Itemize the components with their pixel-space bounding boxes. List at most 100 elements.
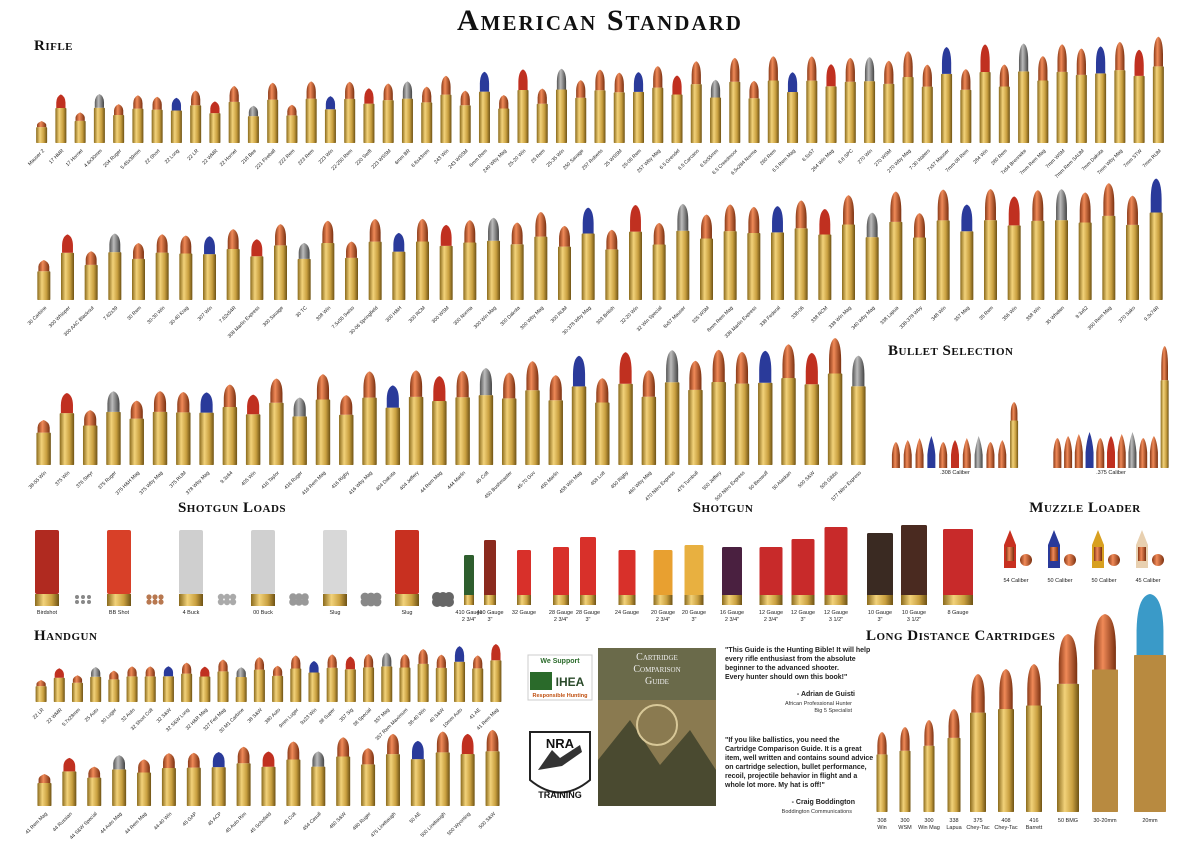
cartridge-case: [825, 86, 837, 143]
cartridge-case: [842, 224, 855, 300]
caption: 28 Gauge: [549, 610, 573, 616]
cartridge-case: [1102, 215, 1116, 300]
cartridge-case: [960, 89, 972, 143]
bullet: [1117, 434, 1126, 468]
shot: [146, 599, 152, 605]
cartridge-case: [923, 745, 935, 812]
caption: 2 3/4": [725, 617, 739, 623]
section-heading: Muzzle Loader: [1029, 500, 1141, 516]
cartridge-bullet: [156, 234, 168, 253]
cartridge-case: [536, 103, 548, 143]
cartridge-case: [548, 400, 563, 465]
bullet: [998, 440, 1007, 468]
cartridge-case: [594, 90, 606, 143]
section-heading: Handgun: [34, 628, 97, 644]
cartridge-case: [758, 382, 773, 465]
cartridge-bullet: [400, 654, 410, 668]
caption: 20 Gauge: [651, 610, 675, 616]
cartridge-bullet: [312, 751, 325, 767]
cartridge-case: [144, 676, 156, 702]
cartridge-bullet: [914, 213, 925, 238]
cartridge-bullet: [503, 372, 516, 399]
caption: 20mm: [1142, 818, 1158, 824]
cartridge-bullet: [852, 355, 865, 387]
cartridge-case: [970, 712, 986, 812]
cartridge-bullet: [619, 352, 632, 384]
cartridge-bullet: [787, 72, 798, 93]
cartridge-bullet: [606, 229, 618, 250]
cartridge-bullet: [1115, 41, 1125, 71]
cartridge-bullet: [345, 81, 355, 99]
shell-head: [323, 594, 347, 606]
cartridge-case: [226, 248, 240, 300]
section-heading: Bullet Selection: [888, 343, 1013, 359]
cartridge-bullet: [109, 670, 119, 680]
caption: Chey-Tac: [966, 825, 989, 831]
caption: 12 Gauge: [824, 610, 848, 616]
bullet: [903, 440, 912, 468]
cartridge-case: [534, 236, 548, 300]
cartridge-bullet: [1127, 195, 1138, 225]
caption: Win: [877, 825, 886, 831]
cartridge-case: [439, 245, 453, 300]
caption: Chey-Tac: [994, 825, 1017, 831]
cartridge-bullet: [163, 666, 174, 677]
cartridge-bullet: [309, 661, 319, 673]
shell: [35, 530, 59, 594]
cartridge-case: [641, 396, 657, 465]
cartridge-case: [844, 81, 856, 143]
book-title: Comparison: [633, 664, 680, 675]
shot: [289, 593, 297, 601]
cartridge-bullet: [689, 360, 702, 390]
cartridge-bullet: [91, 666, 101, 677]
cartridge-case: [571, 386, 587, 465]
caption: 30-20mm: [1093, 818, 1117, 824]
cartridge-bullet: [1079, 192, 1091, 223]
cartridge-case: [179, 253, 193, 300]
shell-head: [722, 595, 742, 605]
quote-line: "This Guide is the Hunting Bible! It wil…: [725, 647, 870, 654]
cartridge-case: [161, 767, 176, 806]
shot: [229, 593, 237, 601]
cartridge-bullet: [133, 95, 143, 109]
shell-head: [653, 595, 673, 605]
shell-head: [618, 595, 636, 605]
caption: 338: [949, 818, 958, 824]
cartridge-case: [998, 709, 1014, 812]
cartridge-case: [851, 386, 866, 465]
cartridge-bullet: [56, 94, 66, 108]
logo-text: NRA: [546, 736, 575, 751]
cartridge-case: [913, 237, 926, 300]
cartridge-bullet: [900, 727, 910, 751]
cartridge-case: [344, 669, 356, 702]
cartridge-case: [889, 221, 903, 300]
cartridge-case: [806, 80, 818, 143]
cartridge-bullet: [1136, 594, 1164, 656]
cartridge-case: [401, 98, 413, 143]
cartridge-case: [804, 384, 820, 465]
cartridge-bullet: [191, 90, 201, 106]
cartridge-case: [113, 114, 125, 143]
cartridge-case: [690, 84, 702, 143]
cartridge-case: [432, 401, 447, 465]
cartridge-bullet: [1027, 664, 1041, 706]
shell: [484, 540, 496, 605]
cartridge-case: [671, 94, 683, 143]
cartridge-bullet: [177, 391, 190, 413]
shell: [722, 547, 742, 605]
caption: 3 1/2": [907, 617, 921, 623]
quote-affiliation: Big 5 Specialist: [814, 708, 852, 714]
cartridge-case: [84, 264, 98, 300]
cartridge-bullet: [653, 222, 665, 245]
shell-head: [791, 595, 815, 605]
cartridge-case: [771, 232, 784, 300]
cartridge-case: [55, 107, 67, 143]
cartridge-bullet: [782, 344, 795, 379]
cartridge-case: [1149, 212, 1163, 300]
cartridge-bullet: [1094, 614, 1116, 670]
shell-head: [517, 595, 531, 605]
caption: Birdshot: [37, 610, 58, 616]
cartridge-case: [326, 667, 338, 702]
cartridge-case: [363, 667, 375, 702]
cartridge-bullet: [251, 239, 263, 257]
